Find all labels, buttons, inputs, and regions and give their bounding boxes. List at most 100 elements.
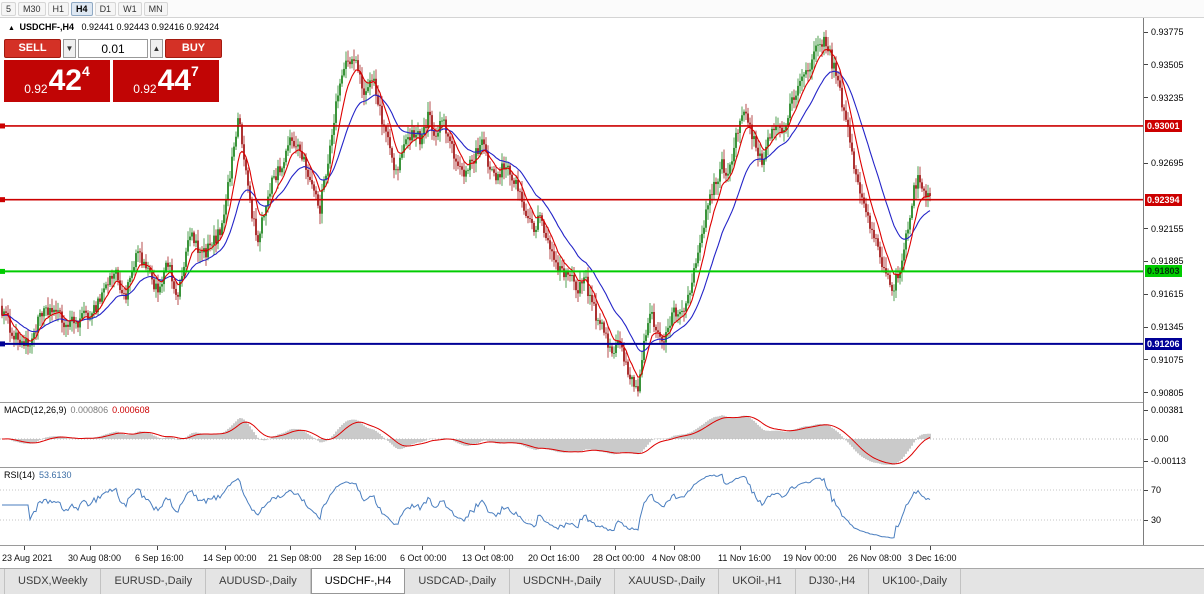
tab-eurusd-daily[interactable]: EURUSD-,Daily [101,569,207,594]
timeframe-button-5[interactable]: 5 [1,1,17,16]
timeframe-button-w1[interactable]: W1 [118,1,142,16]
macd-axis-tick [1144,439,1148,440]
hline-handle [0,123,5,129]
rsi-value: 53.6130 [39,470,72,480]
price-axis-tick [1144,97,1148,99]
price-axis-label: 0.93775 [1151,27,1184,37]
time-axis-tick [225,546,226,550]
tab-usdcad-daily[interactable]: USDCAD-,Daily [405,569,510,594]
time-axis-label: 23 Aug 2021 [2,553,53,563]
time-axis-label: 19 Nov 00:00 [783,553,837,563]
chart-ohlc-values: 0.92441 0.92443 0.92416 0.92424 [81,22,220,32]
timeframe-button-mn[interactable]: MN [143,1,168,16]
rsi-axis-label: 30 [1151,515,1162,525]
tab-audusd-daily[interactable]: AUDUSD-,Daily [206,569,311,594]
tab-usdx-weekly[interactable]: USDX,Weekly [4,569,102,594]
rsi-axis-tick [1144,490,1148,491]
macd-signal-line [2,416,931,465]
sell-price-display[interactable]: 0.92 42 4 [4,60,110,102]
price-line-badge-0.93001: 0.93001 [1145,119,1182,132]
hline-handle [0,341,5,347]
bid-price-prefix: 0.92 [24,82,48,96]
price-line-badge-0.91803: 0.91803 [1145,265,1182,278]
rsi-line [2,473,931,539]
price-axis-label: 0.92695 [1151,158,1184,169]
timeframe-button-h4[interactable]: H4 [71,1,93,16]
ask-price-point: 7 [190,63,199,79]
timeframe-button-d1[interactable]: D1 [94,1,117,16]
time-axis-label: 3 Dec 16:00 [908,553,957,563]
tab-dj30-h4[interactable]: DJ30-,H4 [796,569,870,594]
time-axis-tick [422,546,423,550]
time-axis-label: 21 Sep 08:00 [268,553,322,563]
time-axis-tick [615,546,616,550]
pane-separator[interactable] [0,467,1204,468]
time-axis-label: 4 Nov 08:00 [652,553,701,563]
hline-handle [0,268,5,274]
price-axis-tick [1144,293,1148,295]
bid-price-point: 4 [81,63,90,79]
time-axis-tick [355,546,356,550]
rsi-axis-label: 70 [1151,485,1162,495]
time-axis-tick [805,546,806,550]
price-axis-tick [1144,228,1148,230]
time-axis-label: 6 Oct 00:00 [400,553,447,563]
collapse-chart-icon[interactable]: ▲ [8,25,15,32]
time-axis-tick [24,546,25,550]
pane-separator[interactable] [0,402,1204,403]
timeframe-button-h1[interactable]: H1 [47,1,70,16]
time-axis-tick [674,546,675,550]
time-axis-label: 20 Oct 16:00 [528,553,580,563]
volume-input[interactable] [78,39,148,58]
macd-main-value: 0.000806 [70,405,109,415]
time-axis-label: 6 Sep 16:00 [135,553,184,563]
time-axis-tick [740,546,741,550]
chart-symbol-title: USDCHF-,H4 [19,22,74,32]
tab-ukoil-h1[interactable]: UKOil-,H1 [719,569,796,594]
timeframe-toolbar: 5 M30 H1 H4 D1 W1 MN [0,0,1204,18]
rsi-name: RSI(14) [4,470,36,480]
pane-separator [0,545,1204,546]
price-axis-label: 0.91345 [1151,322,1184,333]
price-axis-label: 0.91615 [1151,289,1184,300]
chart-tabs-bar: USDX,Weekly EURUSD-,Daily AUDUSD-,Daily USD… [0,568,1204,594]
volume-decrease-button[interactable]: ▼ [63,39,76,58]
tab-xauusd-daily[interactable]: XAUUSD-,Daily [615,569,720,594]
price-axis-label: 0.91075 [1151,354,1184,365]
time-axis: 23 Aug 2021 30 Aug 08:00 6 Sep 16:00 14 Sep… [0,546,1204,568]
price-axis-tick [1144,31,1148,33]
time-axis-label: 13 Oct 08:00 [462,553,514,563]
macd-axis-tick [1144,410,1148,411]
sell-button[interactable]: SELL [4,39,61,58]
timeframe-button-m30[interactable]: M30 [18,1,46,16]
price-chart-canvas[interactable] [0,18,1143,402]
price-axis-label: 0.93235 [1151,92,1184,103]
price-axis-tick [1144,359,1148,361]
macd-indicator-canvas[interactable] [0,403,1143,467]
time-axis-tick [930,546,931,550]
ask-price-prefix: 0.92 [133,82,157,96]
ask-price-pips: 44 [157,64,191,97]
tab-usdchf-h4[interactable]: USDCHF-,H4 [310,568,406,594]
buy-button[interactable]: BUY [165,39,222,58]
buy-price-display[interactable]: 0.92 44 7 [113,60,219,102]
time-axis-tick [157,546,158,550]
time-axis-tick [870,546,871,550]
macd-axis-label: 0.00381 [1151,405,1184,415]
rsi-indicator-canvas[interactable] [0,468,1143,545]
price-line-badge-0.91206: 0.91206 [1145,337,1182,350]
time-axis-tick [290,546,291,550]
time-axis-label: 30 Aug 08:00 [68,553,122,563]
price-axis: 0.93775 0.93505 0.93235 0.92695 0.92155 0.918… [1143,18,1204,545]
rsi-axis-tick [1144,520,1148,521]
price-axis-tick [1144,64,1148,66]
tab-uk100-daily[interactable]: UK100-,Daily [869,569,962,594]
volume-increase-button[interactable]: ▲ [150,39,163,58]
tab-usdcnh-daily[interactable]: USDCNH-,Daily [510,569,616,594]
macd-signal-value: 0.000608 [112,405,150,415]
macd-histogram [1,415,931,465]
price-axis-tick [1144,162,1148,164]
price-axis-tick [1144,260,1148,262]
time-axis-label: 14 Sep 00:00 [203,553,257,563]
